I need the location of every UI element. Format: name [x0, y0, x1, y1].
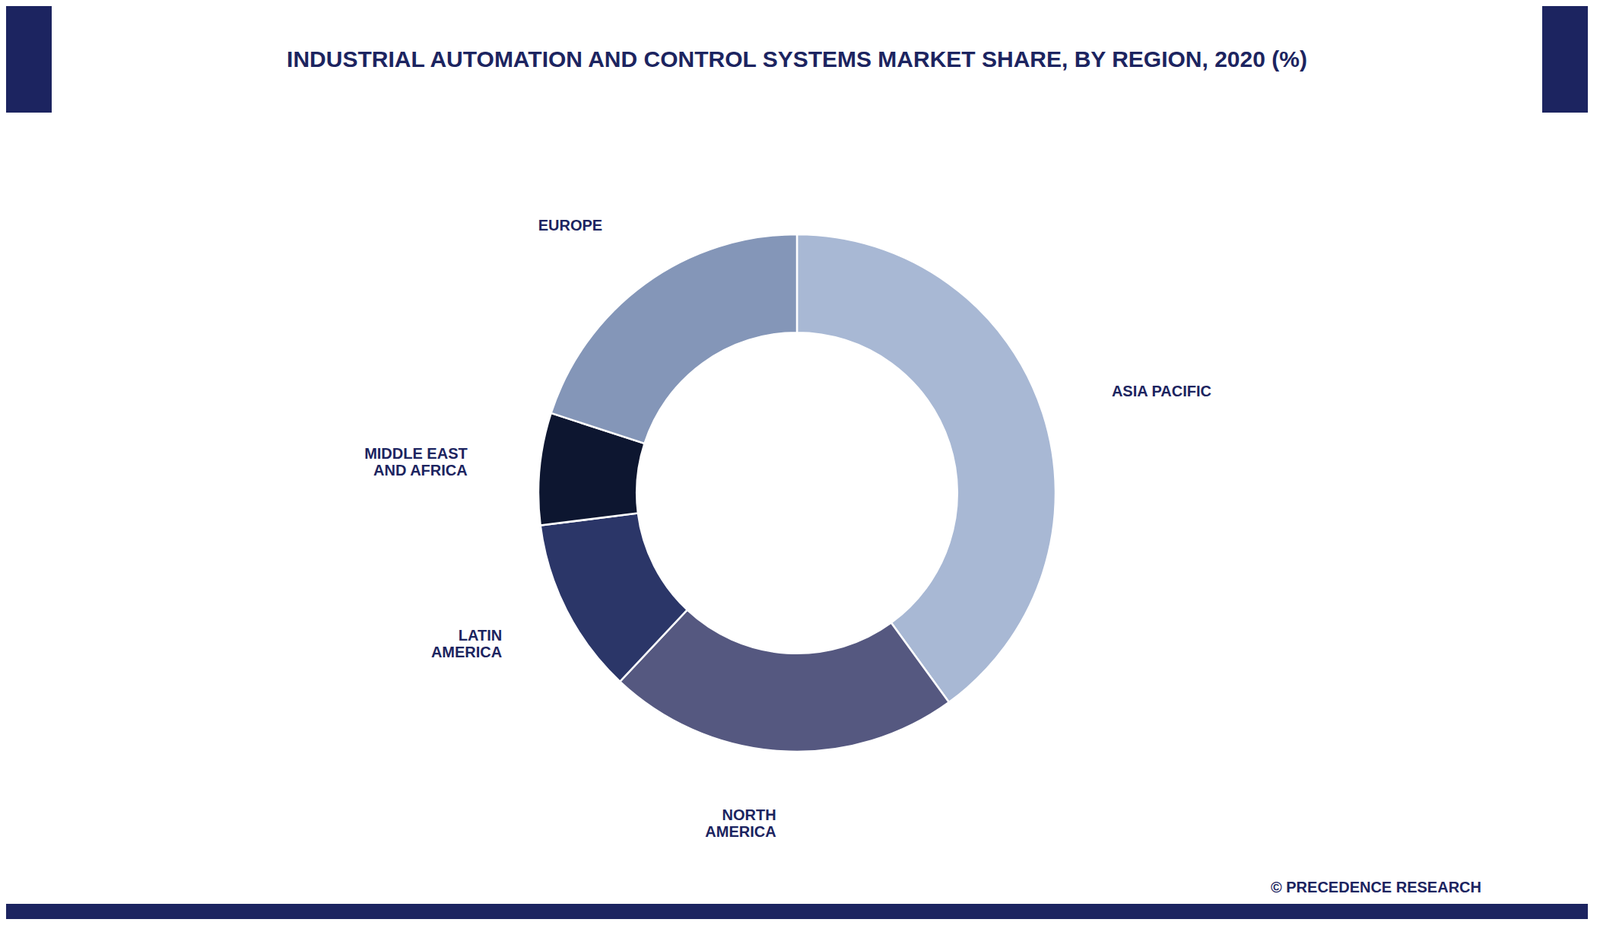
svg-text:ASIA PACIFIC: ASIA PACIFIC [1111, 382, 1212, 400]
svg-text:LATINAMERICA: LATINAMERICA [431, 626, 502, 661]
html-text:© PRECEDENCE RESEARCH: © PRECEDENCE RESEARCH [1270, 878, 1482, 896]
svg-text:NORTHAMERICA: NORTHAMERICA [704, 806, 776, 840]
svg-text:MIDDLE EASTAND AFRICA: MIDDLE EASTAND AFRICA [364, 444, 468, 479]
svg-text:EUROPE: EUROPE [538, 216, 603, 234]
html-text:INDUSTRIAL AUTOMATION AND CONT: INDUSTRIAL AUTOMATION AND CONTROL SYSTEM… [286, 46, 1308, 72]
